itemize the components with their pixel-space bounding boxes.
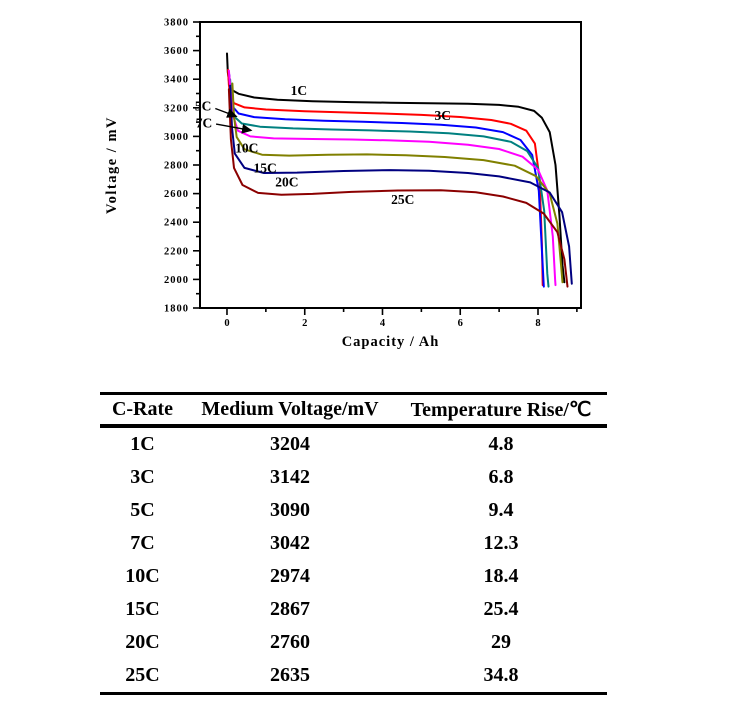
table-row: 20C 2760 29 — [100, 626, 607, 659]
table-row: 15C 2867 25.4 — [100, 593, 607, 626]
temperature-rise-cell: 34.8 — [483, 664, 519, 686]
y-tick-label: 3800 — [164, 18, 189, 29]
y-axis-title: Voltage / mV — [104, 116, 120, 214]
temperature-rise-cell: 25.4 — [483, 598, 519, 620]
curve-label-5c: 5C — [195, 99, 212, 114]
table-row: 7C 3042 12.3 — [100, 527, 607, 560]
c-rate-cell: 1C — [130, 433, 155, 455]
temperature-rise-cell: 4.8 — [488, 433, 514, 455]
y-tick-label: 2200 — [164, 246, 189, 257]
x-axis-title: Capacity / Ah — [342, 334, 440, 350]
x-tick-label: 4 — [380, 318, 386, 329]
medium-voltage-cell: 3204 — [270, 433, 310, 455]
curve-25c — [227, 88, 569, 288]
table-row: 10C 2974 18.4 — [100, 560, 607, 593]
x-tick-label: 8 — [535, 318, 540, 329]
y-tick-label: 2800 — [164, 161, 189, 172]
c-rate-cell: 7C — [130, 532, 155, 554]
medium-voltage-cell: 2974 — [270, 565, 310, 587]
results-table: C-Rate Medium Voltage/mV Temperature Rise/… — [100, 392, 607, 695]
y-tick-label: 1800 — [164, 304, 189, 315]
temperature-rise-cell: 6.8 — [488, 466, 514, 488]
x-tick-label: 2 — [302, 318, 307, 329]
c-rate-cell: 15C — [125, 598, 160, 620]
medium-voltage-cell: 3042 — [270, 532, 310, 554]
medium-voltage-cell: 2635 — [270, 664, 310, 686]
table-row: 1C 3204 4.8 — [100, 426, 607, 461]
x-tick-label: 6 — [458, 318, 463, 329]
x-tick-label: 0 — [224, 318, 229, 329]
medium-voltage-cell: 2867 — [270, 598, 310, 620]
temperature-rise-cell: 29 — [491, 631, 511, 653]
y-tick-label: 3000 — [164, 132, 189, 143]
column-header-1: Medium Voltage/mV — [201, 398, 379, 420]
results-table-body: 1C 3204 4.8 3C 3142 6.8 5C 3090 9.4 7C 3042 12.3 10C… — [100, 426, 607, 694]
header-row: C-Rate Medium Voltage/mV Temperature Rise/… — [100, 394, 607, 426]
column-header-2: Temperature Rise/℃ — [410, 399, 592, 421]
y-tick-label: 2600 — [164, 189, 189, 200]
c-rate-cell: 5C — [130, 499, 155, 521]
y-tick-label: 2400 — [164, 218, 189, 229]
medium-voltage-cell: 3142 — [270, 466, 310, 488]
curve-label-10c: 10C — [235, 140, 258, 155]
column-header-0: C-Rate — [111, 398, 174, 420]
table-row: 25C 2635 34.8 — [100, 659, 607, 694]
curve-20c — [229, 84, 573, 285]
c-rate-cell: 3C — [130, 466, 155, 488]
temperature-rise-cell: 9.4 — [488, 499, 514, 521]
curve-15c — [231, 82, 564, 284]
y-tick-label: 3600 — [164, 46, 189, 57]
y-tick-label: 3200 — [164, 103, 189, 114]
results-table-header: C-Rate Medium Voltage/mV Temperature Rise/… — [100, 394, 607, 426]
c-rate-cell: 25C — [125, 664, 160, 686]
curve-1c — [226, 52, 566, 284]
c-rate-cell: 10C — [125, 565, 160, 587]
curve-label-1c: 1C — [291, 83, 308, 98]
table-row: 3C 3142 6.8 — [100, 461, 607, 494]
curve-label-20c: 20C — [275, 175, 298, 190]
temperature-rise-cell: 12.3 — [483, 532, 519, 554]
table-row: 5C 3090 9.4 — [100, 494, 607, 527]
curve-label-25c: 25C — [391, 192, 414, 207]
curve-label-3c: 3C — [435, 108, 452, 123]
c-rate-cell: 20C — [125, 631, 160, 653]
discharge-curves-chart: 1800 2000 2200 2400 2600 2800 3000 3200 3400 3600… — [104, 18, 582, 350]
temperature-rise-cell: 18.4 — [483, 565, 519, 587]
curve-label-15c: 15C — [253, 160, 276, 175]
y-tick-label: 3400 — [164, 75, 189, 86]
curve-label-arrow-7c — [215, 123, 253, 134]
medium-voltage-cell: 2760 — [270, 631, 310, 653]
y-tick-label: 2000 — [164, 275, 189, 286]
curve-label-7c: 7C — [196, 115, 213, 130]
medium-voltage-cell: 3090 — [270, 499, 310, 521]
curve-label-arrow-5c — [215, 107, 238, 118]
